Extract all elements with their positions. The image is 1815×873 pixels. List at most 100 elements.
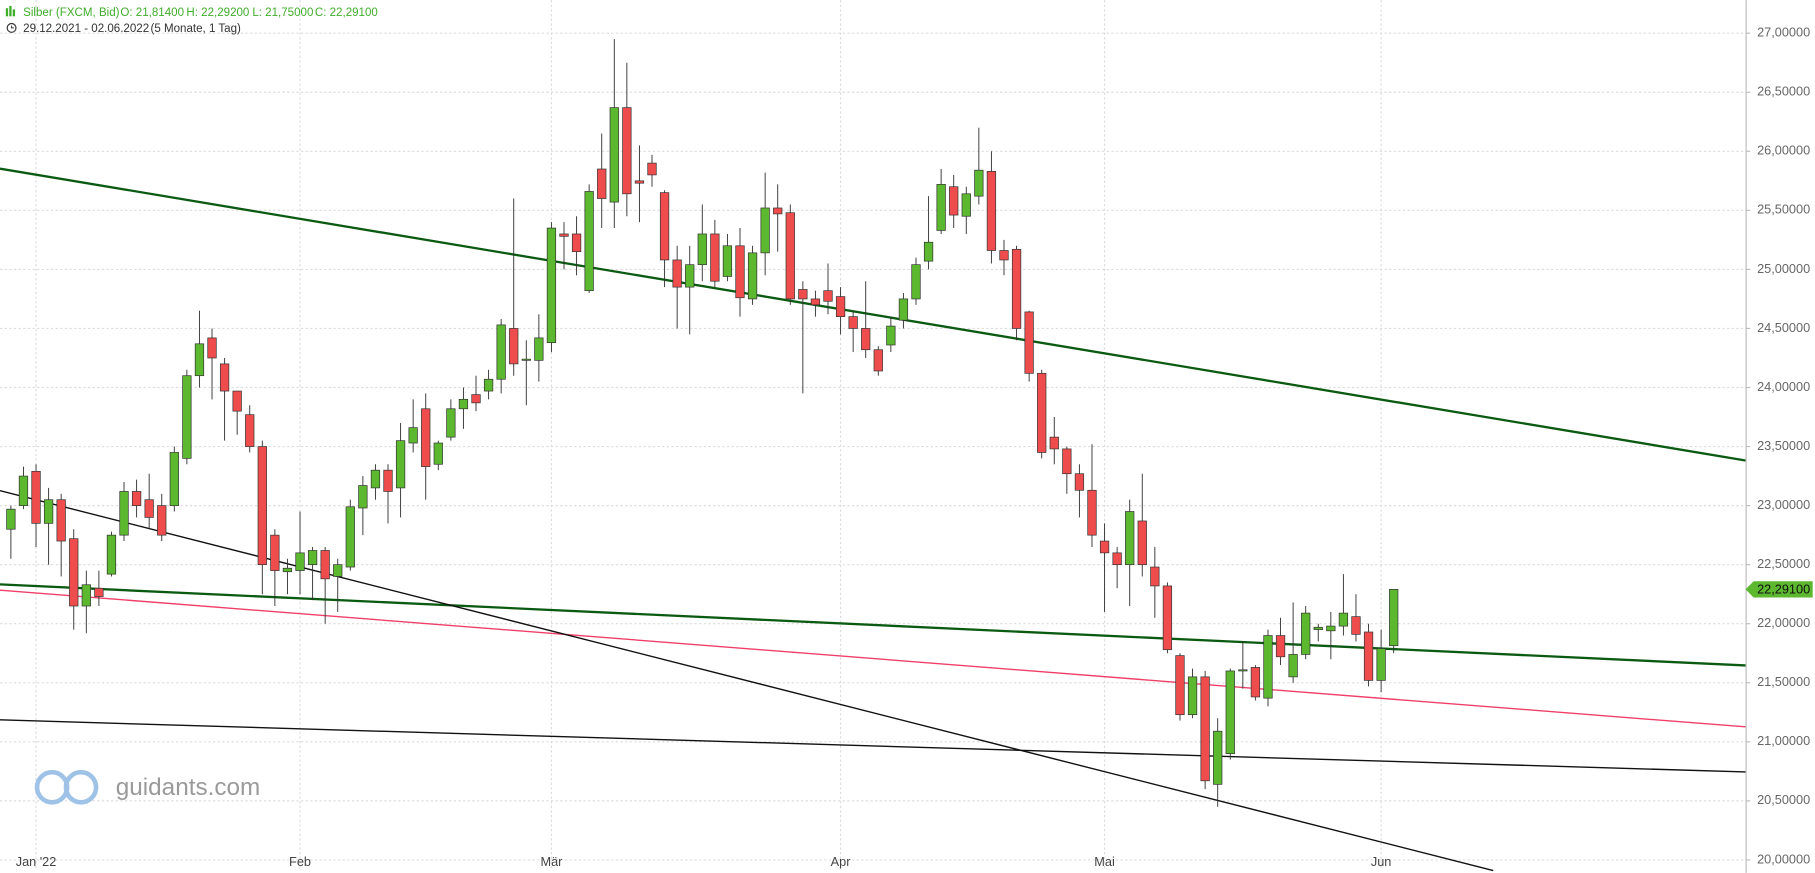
- candle-body: [1062, 448, 1072, 475]
- candle-body: [408, 427, 418, 444]
- candle-body: [43, 499, 54, 524]
- axis: 20,00000 20,50000 21,00000 21,50000 22,00000…: [16, 25, 1813, 869]
- candle-body: [421, 408, 431, 467]
- y-tick-label: 26,50000: [1757, 84, 1810, 99]
- candle-body: [571, 233, 582, 253]
- candle-body: [1288, 654, 1298, 678]
- candle-body: [295, 552, 305, 571]
- candles: [6, 39, 1399, 807]
- candle-body: [961, 193, 971, 217]
- candle-body: [974, 169, 984, 197]
- trendline: [0, 719, 1746, 773]
- clock-icon: [6, 22, 17, 33]
- candle-body: [886, 325, 896, 346]
- candle-body: [1263, 635, 1273, 699]
- candle-body: [157, 505, 167, 536]
- candle-body: [6, 508, 16, 530]
- candle-body: [1087, 489, 1097, 536]
- last-price-tag: [1745, 581, 1813, 598]
- candle-body: [1187, 676, 1198, 716]
- candle-body: [861, 328, 871, 351]
- candle-body: [685, 264, 695, 288]
- y-tick-label: 24,50000: [1757, 320, 1810, 335]
- candle-body: [1137, 520, 1147, 566]
- candle-body: [1238, 669, 1248, 672]
- y-tick-label: 25,00000: [1757, 261, 1810, 276]
- candle-body: [257, 446, 267, 566]
- candle-body: [270, 534, 280, 571]
- y-tick-label: 20,50000: [1757, 792, 1810, 807]
- candle-body: [1351, 616, 1361, 635]
- candle-body: [509, 328, 519, 365]
- candle-body: [219, 363, 230, 392]
- candle-body: [358, 485, 368, 509]
- logo-ring: [63, 769, 99, 805]
- icon: [12, 9, 16, 17]
- candle-body: [395, 440, 406, 489]
- candle-body: [345, 506, 355, 568]
- header: Silber (FXCM, Bid) O: 21,81400 H: 22,292…: [5, 5, 378, 35]
- y-tick-label: 21,50000: [1757, 674, 1810, 689]
- candle-body: [785, 212, 795, 300]
- candle-body: [747, 252, 758, 300]
- y-tick-label: 21,00000: [1757, 733, 1810, 748]
- candle-body: [81, 584, 91, 607]
- candle-body: [1363, 631, 1374, 681]
- y-tick-label: 26,00000: [1757, 143, 1810, 158]
- title: Silber (FXCM, Bid): [23, 7, 120, 19]
- candle-body: [194, 343, 205, 377]
- candle-body: [446, 408, 456, 438]
- candle-body: [119, 491, 129, 536]
- trendline: [0, 167, 1746, 462]
- candle-body: [69, 538, 79, 607]
- candle-body: [471, 394, 481, 404]
- candle-body: [609, 107, 619, 203]
- icon: [9, 5, 12, 17]
- candle-body: [949, 186, 959, 216]
- candle-body: [1225, 670, 1235, 754]
- candle-body: [245, 414, 255, 447]
- candle-body: [144, 499, 154, 518]
- watermark-text: guidants.com: [116, 774, 261, 801]
- candle-body: [521, 358, 531, 361]
- candle-body: [458, 398, 469, 410]
- candle-body: [810, 298, 821, 306]
- candle-body: [1275, 635, 1286, 658]
- candle-body: [546, 227, 557, 343]
- candle-body: [182, 375, 192, 459]
- y-tick-label: 23,50000: [1757, 438, 1810, 453]
- candle-body: [1162, 585, 1173, 651]
- candle-body: [710, 233, 720, 282]
- candle-body: [1326, 625, 1336, 632]
- candle-body: [383, 469, 393, 492]
- candle-body: [483, 378, 494, 392]
- candle-body: [986, 171, 997, 251]
- candle-body: [1011, 248, 1022, 329]
- candle-body: [1200, 676, 1210, 782]
- candle-body: [1125, 511, 1135, 566]
- candle-body: [320, 550, 330, 580]
- x-tick-label: Mär: [540, 854, 563, 869]
- candle-body: [169, 452, 179, 506]
- candle-body: [1389, 589, 1399, 647]
- candle-body: [823, 290, 833, 302]
- x-tick-label: Apr: [831, 854, 852, 869]
- candle-body: [773, 207, 783, 215]
- candle-body: [333, 564, 343, 577]
- trendline: [0, 489, 1494, 872]
- candle-body: [370, 469, 381, 489]
- icon: [5, 8, 9, 17]
- candle-body: [835, 296, 846, 317]
- ohlc-close: C: 22,29100: [315, 7, 378, 19]
- y-tick-label: 24,00000: [1757, 379, 1810, 394]
- candle-body: [433, 442, 443, 465]
- y-tick-label: 25,50000: [1757, 202, 1810, 217]
- candle-body: [911, 264, 921, 300]
- trendlines: [0, 167, 1746, 872]
- candle-body: [1213, 730, 1223, 785]
- candle-body: [735, 245, 745, 299]
- candle-body: [848, 316, 858, 329]
- candle-body: [1376, 648, 1386, 681]
- candle-body: [923, 241, 934, 262]
